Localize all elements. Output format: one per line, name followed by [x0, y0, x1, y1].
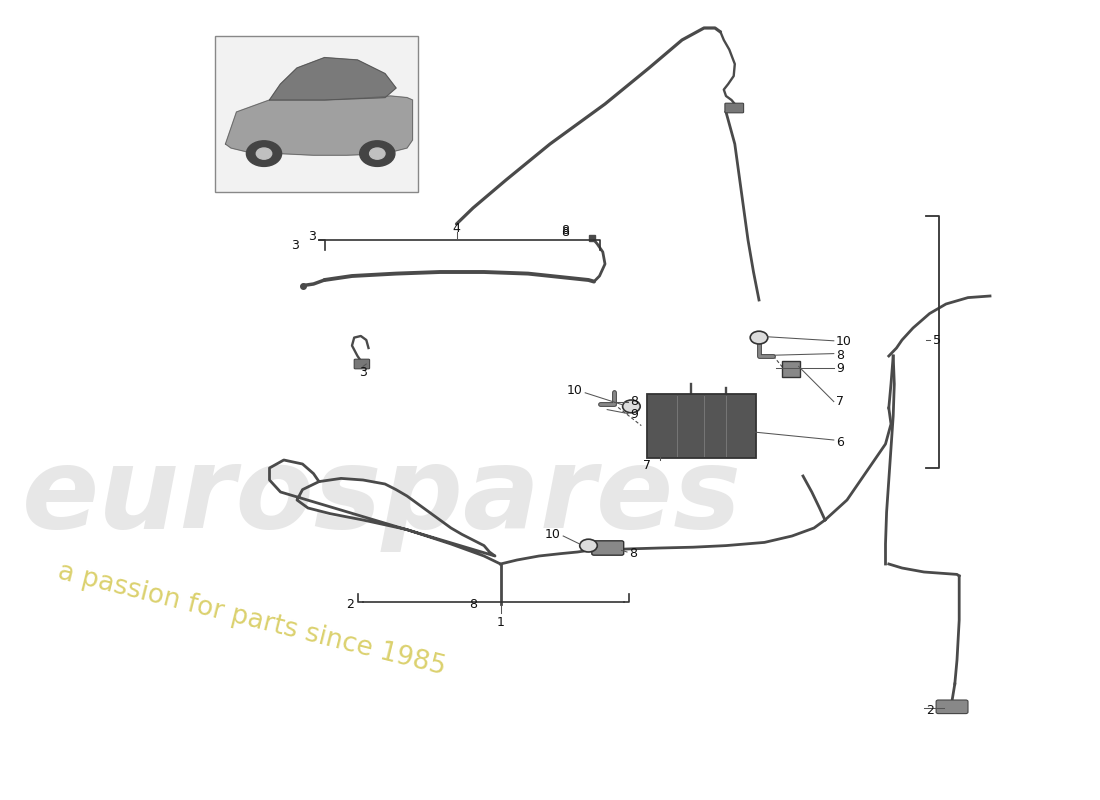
Text: a passion for parts since 1985: a passion for parts since 1985 [55, 559, 449, 681]
FancyBboxPatch shape [592, 541, 624, 555]
Polygon shape [270, 58, 396, 100]
Text: 8: 8 [469, 598, 477, 610]
Circle shape [750, 331, 768, 344]
Text: 3: 3 [308, 230, 316, 242]
Text: 10: 10 [546, 528, 561, 541]
FancyBboxPatch shape [647, 394, 756, 458]
Text: 8: 8 [630, 395, 638, 408]
FancyBboxPatch shape [725, 103, 744, 113]
FancyBboxPatch shape [936, 700, 968, 714]
Text: 8: 8 [629, 547, 637, 560]
Circle shape [246, 141, 282, 166]
Text: 9: 9 [836, 362, 844, 374]
Text: 9: 9 [630, 408, 638, 421]
Text: 8: 8 [561, 226, 569, 238]
Text: 8: 8 [836, 349, 844, 362]
FancyBboxPatch shape [354, 359, 370, 369]
FancyBboxPatch shape [782, 361, 800, 377]
Text: 6: 6 [836, 436, 844, 449]
Text: 3: 3 [359, 366, 367, 378]
Text: 10: 10 [836, 335, 851, 348]
Text: 1: 1 [496, 616, 505, 629]
Bar [214, 36, 418, 192]
Polygon shape [226, 96, 412, 155]
Text: 7: 7 [642, 459, 651, 472]
Text: 4: 4 [452, 222, 461, 234]
Text: 10: 10 [568, 384, 583, 397]
Text: 2: 2 [346, 598, 354, 610]
Circle shape [370, 148, 385, 159]
Circle shape [360, 141, 395, 166]
Text: 3: 3 [292, 239, 299, 252]
Text: eurospares: eurospares [22, 441, 742, 551]
Circle shape [580, 539, 597, 552]
Text: 7: 7 [836, 395, 844, 408]
Text: 8: 8 [561, 224, 569, 237]
Circle shape [623, 400, 640, 413]
Circle shape [256, 148, 272, 159]
Text: 5: 5 [933, 334, 940, 346]
Text: 2: 2 [926, 704, 934, 717]
